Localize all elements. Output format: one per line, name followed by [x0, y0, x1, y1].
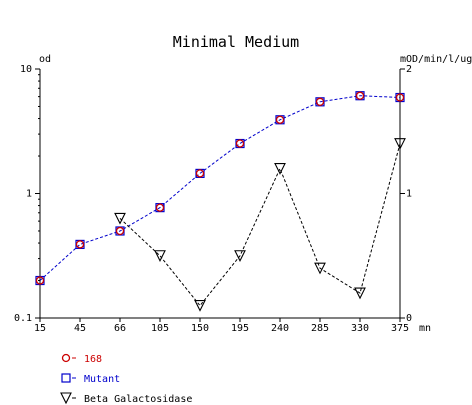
- series-line: [39, 95, 401, 281]
- legend-marker: [60, 392, 72, 405]
- legend-marker: [61, 353, 71, 363]
- legend-label: Mutant: [84, 374, 120, 385]
- plot-area: [35, 91, 406, 312]
- x-tick-label: 66: [114, 323, 126, 334]
- data-point: [395, 93, 405, 102]
- x-tick-label: 330: [351, 323, 369, 334]
- data-point: [274, 163, 286, 175]
- data-point: [114, 212, 126, 225]
- x-tick-label: 285: [311, 323, 329, 334]
- data-point: [155, 203, 165, 212]
- data-point: [115, 226, 125, 236]
- x-tick-label: 15: [34, 323, 46, 334]
- y-right-tick-label: 0: [406, 313, 412, 324]
- data-point: [195, 169, 205, 178]
- y-left-tick-label: 10: [20, 64, 32, 75]
- y-left-tick-label: 0.1: [14, 313, 32, 324]
- legend-label: 168: [84, 354, 102, 365]
- data-point: [315, 97, 325, 106]
- x-tick-label: 240: [271, 323, 289, 334]
- data-point: [314, 262, 326, 275]
- chart-title: Minimal Medium: [173, 33, 299, 51]
- y-left-tick-label: 1: [26, 189, 32, 200]
- y-right-tick-label: 1: [406, 189, 412, 200]
- data-point: [194, 299, 206, 312]
- data-point: [355, 91, 365, 100]
- legend: 168 Mutant Beta Galactosidase: [60, 353, 192, 405]
- data-point: [234, 250, 246, 262]
- x-axis-label: mn: [419, 323, 431, 334]
- data-point: [275, 115, 285, 124]
- x-tick-label: 195: [231, 323, 249, 334]
- series-line: [119, 143, 401, 307]
- data-point: [154, 250, 166, 262]
- data-point: [235, 139, 245, 148]
- y-right-axis-label: mOD/min/l/ug: [400, 54, 472, 65]
- x-tick-label: 105: [151, 323, 169, 334]
- data-point: [354, 287, 366, 300]
- x-tick-label: 375: [391, 323, 409, 334]
- axes: 15 45 66 105 150 195 240 285 330 375 0.1 1 10 0 1 2: [14, 64, 412, 334]
- x-tick-label: 45: [74, 323, 86, 334]
- data-point: [35, 276, 45, 285]
- y-left-axis-label: od: [39, 54, 51, 65]
- legend-label: Beta Galactosidase: [84, 394, 192, 405]
- data-point: [75, 240, 85, 249]
- legend-marker: [61, 373, 71, 383]
- x-tick-label: 150: [191, 323, 209, 334]
- y-right-tick-label: 2: [406, 64, 412, 75]
- data-point: [394, 138, 406, 150]
